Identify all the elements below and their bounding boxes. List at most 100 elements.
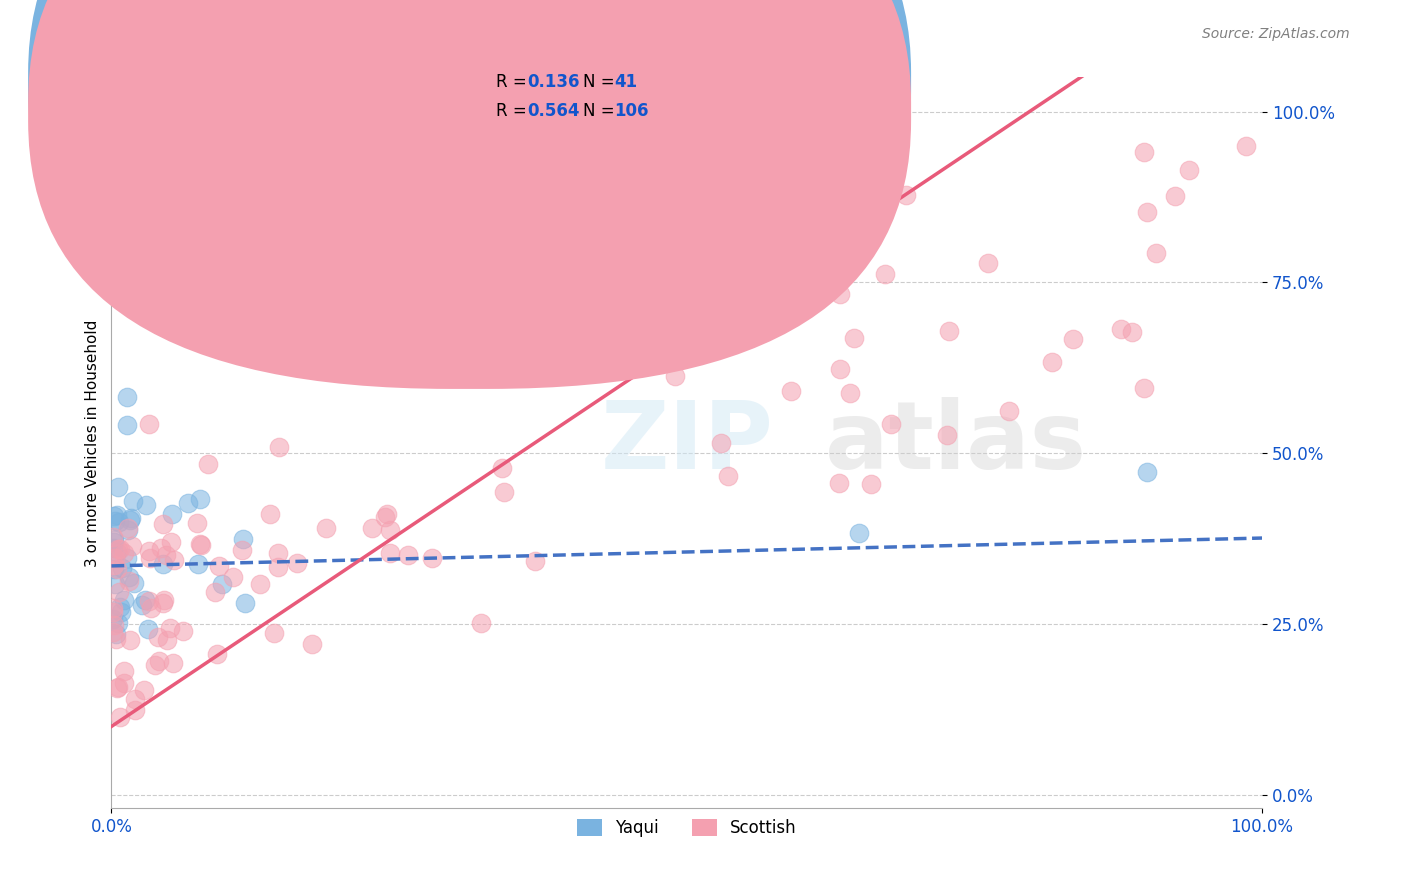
Text: 0.564: 0.564: [527, 103, 579, 120]
Point: [124, 692, 146, 706]
Point: [828, 475, 851, 490]
Text: R =: R =: [496, 73, 533, 91]
Point: [148, 630, 170, 644]
Point: [873, 267, 896, 281]
Point: [492, 484, 515, 499]
Point: [187, 557, 209, 571]
Point: [266, 545, 288, 559]
Point: [249, 576, 271, 591]
Point: [132, 683, 155, 698]
Point: [378, 523, 401, 537]
Point: [124, 703, 146, 717]
Point: [177, 496, 200, 510]
Point: [1109, 322, 1132, 336]
Point: [103, 618, 125, 632]
Point: [155, 549, 177, 563]
Point: [108, 599, 131, 614]
Point: [679, 329, 702, 343]
Point: [1132, 381, 1154, 395]
Point: [1136, 205, 1159, 219]
Point: [104, 627, 127, 641]
Point: [105, 545, 128, 559]
Point: [115, 390, 138, 404]
Point: [121, 539, 143, 553]
Point: [259, 508, 281, 522]
Text: atlas: atlas: [825, 397, 1085, 489]
Point: [107, 541, 129, 556]
Point: [117, 521, 139, 535]
Point: [156, 633, 179, 648]
Text: 106: 106: [614, 103, 650, 120]
Point: [112, 665, 135, 679]
Point: [160, 507, 183, 521]
Point: [108, 542, 131, 557]
Point: [148, 654, 170, 668]
Point: [197, 457, 219, 471]
Text: N =: N =: [583, 73, 620, 91]
Point: [1146, 246, 1168, 260]
Point: [103, 530, 125, 544]
Point: [105, 632, 128, 646]
Point: [139, 551, 162, 566]
Point: [188, 537, 211, 551]
Point: [108, 515, 131, 529]
Point: [470, 615, 492, 630]
Text: Source: ZipAtlas.com: Source: ZipAtlas.com: [1202, 27, 1350, 41]
Point: [115, 551, 138, 566]
Point: [717, 469, 740, 483]
Point: [134, 593, 156, 607]
Point: [105, 508, 128, 523]
Text: R =: R =: [496, 103, 533, 120]
Point: [740, 289, 762, 303]
Point: [207, 559, 229, 574]
Point: [118, 513, 141, 527]
Point: [664, 368, 686, 383]
Point: [108, 585, 131, 599]
Point: [152, 517, 174, 532]
Point: [222, 570, 245, 584]
Point: [263, 625, 285, 640]
Point: [162, 656, 184, 670]
Point: [122, 576, 145, 591]
Point: [232, 532, 254, 546]
Point: [152, 557, 174, 571]
Point: [848, 526, 870, 541]
Point: [830, 361, 852, 376]
Point: [163, 553, 186, 567]
Point: [361, 521, 384, 535]
Point: [101, 612, 124, 626]
Point: [842, 331, 865, 345]
Point: [287, 556, 309, 570]
Text: ZIP: ZIP: [600, 397, 773, 489]
Point: [186, 516, 208, 530]
Point: [159, 535, 181, 549]
Point: [120, 510, 142, 524]
Point: [523, 554, 546, 568]
Point: [1062, 332, 1084, 346]
Point: [315, 521, 337, 535]
Point: [118, 574, 141, 589]
Text: 0.136: 0.136: [527, 73, 579, 91]
Point: [269, 441, 291, 455]
Point: [103, 535, 125, 549]
Point: [101, 541, 124, 555]
Point: [211, 577, 233, 591]
Point: [502, 369, 524, 384]
Point: [938, 324, 960, 338]
Point: [103, 562, 125, 576]
Point: [1234, 139, 1257, 153]
Point: [104, 514, 127, 528]
Point: [780, 384, 803, 398]
Point: [710, 435, 733, 450]
Point: [101, 601, 124, 615]
Point: [107, 615, 129, 630]
Point: [131, 599, 153, 613]
Point: [375, 507, 398, 521]
Point: [689, 313, 711, 327]
Point: [396, 548, 419, 562]
Point: [112, 593, 135, 607]
Text: N =: N =: [583, 103, 620, 120]
Point: [138, 544, 160, 558]
Point: [110, 710, 132, 724]
Text: YAQUI VS SCOTTISH 3 OR MORE VEHICLES IN HOUSEHOLD CORRELATION CHART: YAQUI VS SCOTTISH 3 OR MORE VEHICLES IN …: [56, 27, 783, 45]
